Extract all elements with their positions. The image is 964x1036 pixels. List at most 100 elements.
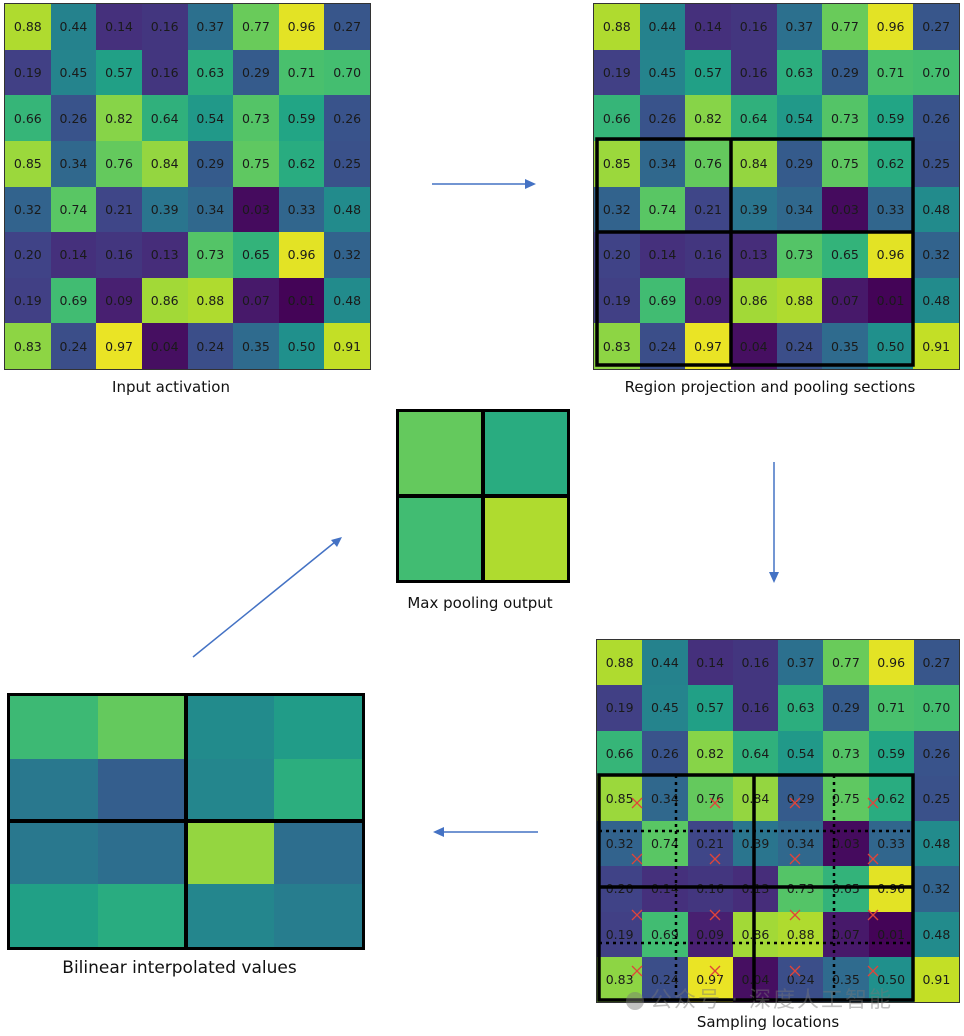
activation-cell: 0.54 bbox=[776, 95, 823, 141]
arrow-down-icon bbox=[769, 462, 779, 583]
activation-cell: 0.74 bbox=[50, 186, 97, 233]
sample-point-mark bbox=[631, 853, 643, 865]
activation-cell: 0.59 bbox=[278, 95, 325, 141]
sampling-overlay bbox=[597, 773, 915, 1002]
max-pooling-grid bbox=[396, 409, 570, 583]
activation-cell: 0.48 bbox=[324, 277, 370, 324]
activation-cell: 0.66 bbox=[5, 95, 51, 141]
activation-cell: 0.84 bbox=[730, 140, 777, 187]
activation-cell: 0.26 bbox=[50, 95, 97, 141]
max-pool-cell bbox=[485, 412, 567, 494]
bilinear-cell bbox=[10, 758, 98, 822]
activation-cell: 0.97 bbox=[96, 323, 142, 369]
activation-cell: 0.09 bbox=[685, 277, 731, 324]
activation-cell: 0.45 bbox=[639, 49, 686, 96]
input-activation-grid: 0.88 0.44 0.14 0.16 0.37 0.77 0.96 0.27 0.19 0.45… bbox=[4, 3, 371, 370]
activation-cell: 0.97 bbox=[687, 956, 733, 1002]
activation-cell: 0.96 bbox=[868, 866, 914, 912]
sample-point-mark bbox=[631, 797, 643, 809]
sample-point-mark bbox=[789, 965, 801, 977]
activation-cell: 0.27 bbox=[913, 4, 959, 50]
activation-cell: 0.62 bbox=[867, 140, 914, 187]
activation-cell: 0.29 bbox=[233, 49, 279, 96]
activation-cell: 0.77 bbox=[233, 4, 279, 50]
activation-cell: 0.27 bbox=[324, 4, 370, 50]
activation-cell: 0.20 bbox=[594, 232, 640, 278]
activation-cell: 0.35 bbox=[822, 323, 868, 369]
bilinear-cell bbox=[274, 696, 362, 759]
activation-cell: 0.07 bbox=[233, 277, 279, 324]
activation-cell: 0.24 bbox=[642, 956, 688, 1002]
activation-cell: 0.96 bbox=[278, 232, 325, 278]
activation-cell: 0.26 bbox=[913, 730, 959, 776]
region-pooling-sections-overlay bbox=[595, 137, 915, 367]
activation-cell: 0.66 bbox=[594, 95, 640, 141]
bilinear-cell bbox=[274, 884, 362, 947]
activation-cell: 0.64 bbox=[141, 95, 188, 141]
sample-point-mark bbox=[631, 965, 643, 977]
activation-cell: 0.77 bbox=[822, 4, 868, 50]
bilinear-cell bbox=[10, 884, 98, 947]
bilinear-cell bbox=[98, 758, 186, 822]
activation-cell: 0.21 bbox=[96, 186, 142, 233]
activation-cell: 0.62 bbox=[278, 140, 325, 187]
activation-cell: 0.73 bbox=[823, 730, 869, 776]
sample-point-mark bbox=[867, 965, 879, 977]
activation-cell: 0.44 bbox=[639, 4, 686, 50]
activation-cell: 0.77 bbox=[823, 640, 869, 686]
bilinear-caption: Bilinear interpolated values bbox=[62, 958, 297, 978]
activation-cell: 0.45 bbox=[642, 685, 688, 731]
activation-cell: 0.44 bbox=[642, 640, 688, 686]
activation-cell: 0.88 bbox=[778, 911, 824, 957]
activation-cell: 0.84 bbox=[141, 140, 188, 187]
sample-point-mark bbox=[867, 797, 879, 809]
activation-cell: 0.13 bbox=[730, 232, 777, 278]
activation-cell: 0.16 bbox=[732, 685, 778, 731]
activation-cell: 0.73 bbox=[233, 95, 279, 141]
sample-point-mark bbox=[867, 853, 879, 865]
bilinear-cell bbox=[186, 821, 274, 885]
activation-cell: 0.73 bbox=[822, 95, 868, 141]
activation-cell: 0.01 bbox=[868, 911, 914, 957]
activation-cell: 0.57 bbox=[685, 49, 731, 96]
bilinear-cell bbox=[274, 821, 362, 885]
activation-cell: 0.37 bbox=[778, 640, 824, 686]
activation-cell: 0.59 bbox=[867, 95, 914, 141]
activation-cell: 0.07 bbox=[823, 911, 869, 957]
bilinear-cell bbox=[10, 696, 98, 759]
arrow-diagonal-icon bbox=[192, 537, 342, 658]
region-projection-grid: 0.88 0.44 0.14 0.16 0.37 0.77 0.96 0.27 0.19 0.45… bbox=[593, 3, 960, 370]
activation-cell: 0.19 bbox=[597, 911, 643, 957]
activation-cell: 0.26 bbox=[639, 95, 686, 141]
activation-cell: 0.88 bbox=[776, 277, 823, 324]
max-pool-cell bbox=[399, 498, 481, 580]
sample-point-mark bbox=[709, 965, 721, 977]
activation-cell: 0.57 bbox=[96, 49, 142, 96]
activation-cell: 0.33 bbox=[278, 186, 325, 233]
bilinear-cell bbox=[98, 821, 186, 885]
activation-cell: 0.85 bbox=[5, 140, 51, 187]
sampling-locations-grid: 0.88 0.44 0.14 0.16 0.37 0.77 0.96 0.27 0.19 0.45… bbox=[596, 639, 960, 1003]
activation-cell: 0.16 bbox=[730, 49, 777, 96]
activation-cell: 0.71 bbox=[867, 49, 914, 96]
activation-cell: 0.82 bbox=[687, 730, 733, 776]
activation-cell: 0.04 bbox=[141, 323, 188, 369]
activation-cell: 0.48 bbox=[324, 186, 370, 233]
activation-cell: 0.34 bbox=[639, 140, 686, 187]
activation-cell: 0.26 bbox=[324, 95, 370, 141]
activation-cell: 0.20 bbox=[5, 232, 51, 278]
activation-cell: 0.13 bbox=[141, 232, 188, 278]
activation-cell: 0.32 bbox=[913, 232, 959, 278]
activation-cell: 0.34 bbox=[776, 186, 823, 233]
activation-cell: 0.74 bbox=[642, 821, 688, 867]
activation-cell: 0.74 bbox=[639, 186, 686, 233]
activation-cell: 0.29 bbox=[823, 685, 869, 731]
activation-cell: 0.14 bbox=[639, 232, 686, 278]
activation-cell: 0.19 bbox=[597, 685, 643, 731]
activation-cell: 0.16 bbox=[96, 232, 142, 278]
activation-cell: 0.14 bbox=[685, 4, 731, 50]
activation-cell: 0.73 bbox=[778, 866, 824, 912]
activation-cell: 0.69 bbox=[639, 277, 686, 324]
activation-cell: 0.69 bbox=[50, 277, 97, 324]
activation-cell: 0.01 bbox=[867, 277, 914, 324]
